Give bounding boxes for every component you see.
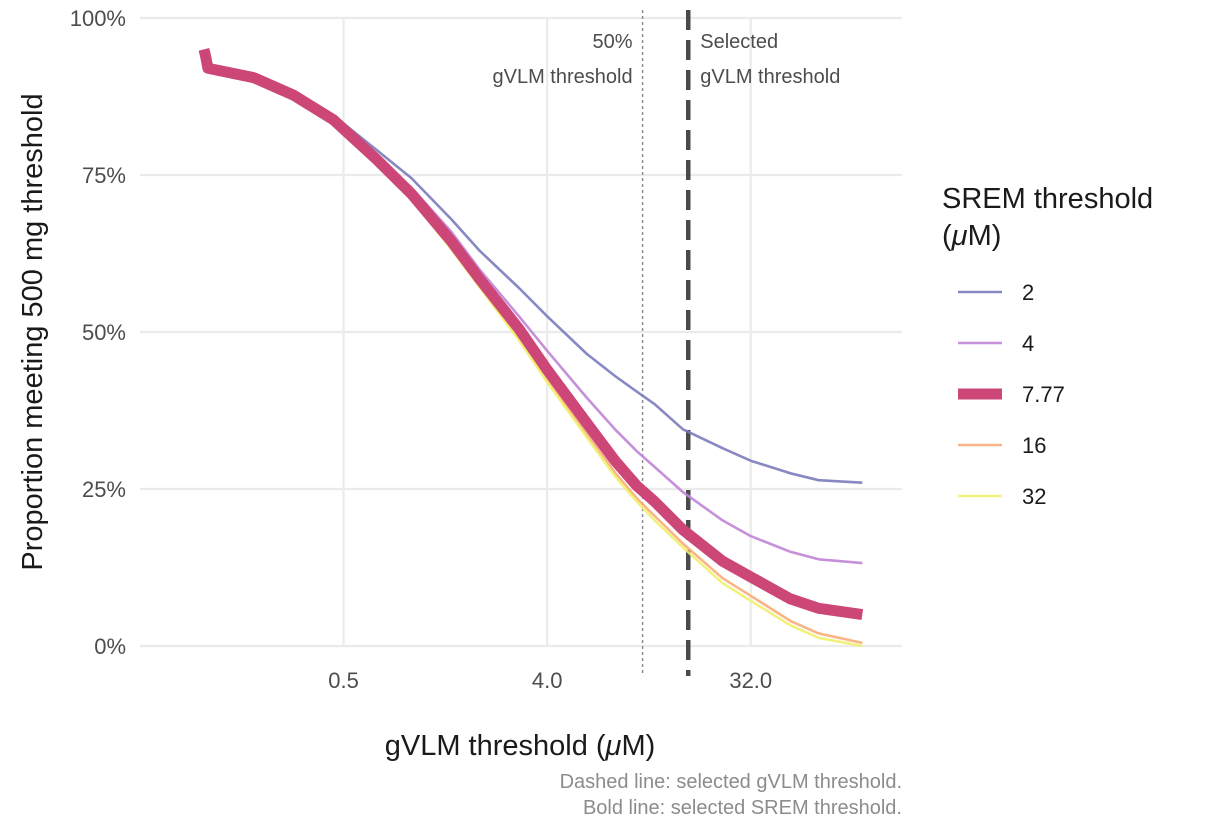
reference-line-label: Selected: [700, 31, 778, 53]
x-tick-label: 32.0: [729, 668, 772, 693]
legend-title-line2: (μM): [942, 220, 1001, 252]
y-tick-label: 25%: [82, 477, 126, 502]
x-tick-label: 4.0: [532, 668, 563, 693]
caption-line-1: Dashed line: selected gVLM threshold.: [560, 771, 902, 793]
y-axis-title: Proportion meeting 500 mg threshold: [17, 93, 49, 570]
reference-line-label: 50%: [593, 31, 633, 53]
caption-line-2: Bold line: selected SREM threshold.: [583, 797, 902, 819]
legend-label-7.77: 7.77: [1022, 382, 1065, 407]
legend-label-16: 16: [1022, 433, 1046, 458]
series-line-7.77: [198, 48, 864, 621]
legend-title-line1: SREM threshold: [942, 183, 1153, 215]
reference-lines: 50% gVLM threshold Selected gVLM threshold: [493, 10, 840, 676]
x-tick-label: 0.5: [328, 668, 359, 693]
legend-label-2: 2: [1022, 280, 1034, 305]
series-lines: [198, 48, 864, 648]
legend-label-4: 4: [1022, 331, 1034, 356]
legend-label-32: 32: [1022, 484, 1046, 509]
y-tick-label: 0%: [94, 634, 126, 659]
series-line-2: [207, 66, 863, 484]
reference-line-label: gVLM threshold: [493, 66, 633, 88]
reference-line-label: gVLM threshold: [700, 66, 840, 88]
y-tick-label: 75%: [82, 163, 126, 188]
axis-ticks: 0% 25% 50% 75% 100% 0.5 4.0 32.0: [70, 6, 772, 693]
legend: SREM threshold (μM) 2 4 7.77 16 32: [942, 183, 1153, 509]
y-tick-label: 50%: [82, 320, 126, 345]
y-tick-label: 100%: [70, 6, 126, 31]
legend-items: 2 4 7.77 16 32: [958, 280, 1065, 509]
x-axis-title: gVLM threshold (μM): [385, 730, 656, 762]
